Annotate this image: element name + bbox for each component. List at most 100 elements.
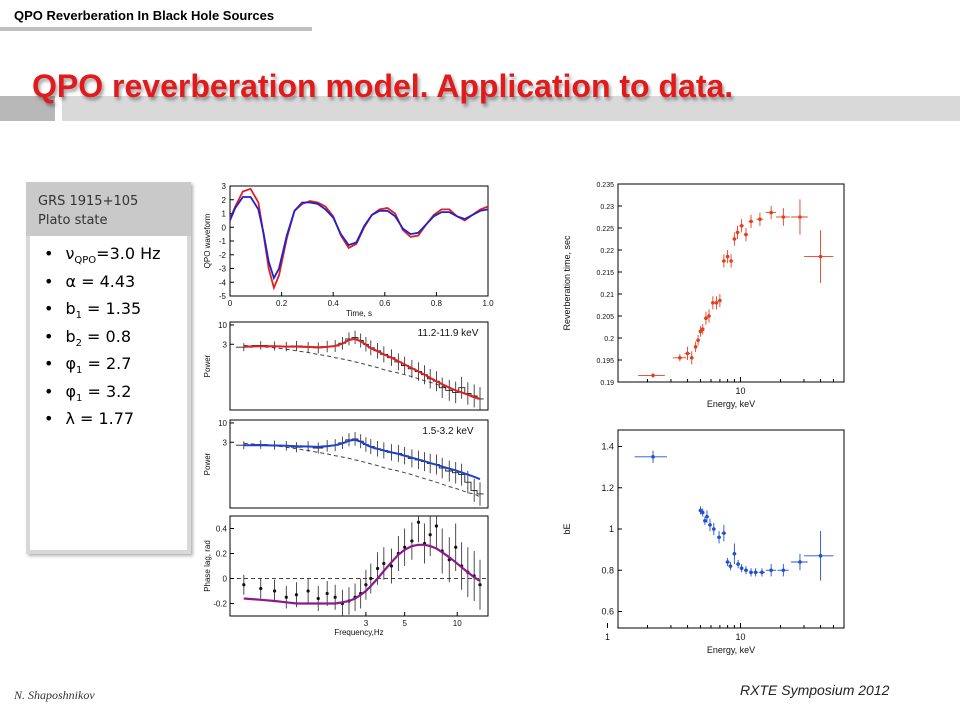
y-tick-label: 0.23	[600, 204, 614, 211]
y-tick-label: 1	[222, 210, 227, 219]
data-point	[700, 327, 705, 331]
data-point	[717, 535, 721, 540]
param-value: = 3.2	[82, 381, 132, 401]
param-symbol: b	[65, 299, 76, 318]
y-tick-label: 2	[222, 196, 227, 205]
param-value: = 1.35	[81, 299, 142, 318]
x-tick-label: 1.0	[482, 299, 494, 308]
y-tick-label: 0	[223, 575, 228, 584]
data-point	[769, 210, 773, 215]
title-band-block	[0, 96, 55, 121]
data-point	[744, 568, 748, 573]
x-tick-label: 3	[364, 619, 369, 628]
plot-frame	[229, 515, 489, 617]
y-axis-label: Power	[203, 452, 212, 475]
param-value: = 2.7	[82, 354, 132, 373]
data-point	[729, 259, 733, 263]
y-tick-label: 3	[222, 182, 227, 191]
data-point	[651, 373, 655, 378]
data-point	[705, 514, 709, 519]
data-point	[749, 219, 753, 224]
y-tick-label: 10	[218, 419, 227, 428]
data-point	[749, 570, 753, 575]
y-tick-label: -3	[219, 265, 227, 274]
parameter-item: νQPO=3.0 Hz	[44, 244, 160, 272]
data-point	[693, 345, 698, 349]
x-tick-label: 0.4	[328, 299, 340, 308]
param-subscript: 2	[75, 337, 82, 349]
y-tick-label: -0.2	[213, 600, 227, 609]
parameter-item: φ1 = 2.7	[44, 354, 161, 382]
x-axis-label: Energy, keV	[707, 645, 755, 655]
plot-frame	[229, 185, 489, 297]
param-subscript: 1	[76, 392, 83, 404]
lag-point	[478, 583, 482, 587]
data-point	[725, 560, 730, 564]
source-state: Plato state	[38, 213, 108, 228]
continuum-line	[243, 442, 481, 498]
data-point	[714, 301, 719, 305]
energy-band-label: 1.5-3.2 keV	[422, 426, 473, 437]
y-tick-label: -1	[219, 237, 227, 246]
y-axis-label: bE	[562, 523, 572, 534]
y-tick-label: 1	[609, 524, 614, 534]
x-axis-label: Time, s	[346, 309, 372, 318]
plot-frame	[617, 429, 845, 629]
data-point	[703, 518, 707, 523]
data-point	[753, 570, 758, 575]
slide-title: QPO reverberation model. Application to …	[32, 68, 734, 104]
data-point	[818, 254, 823, 259]
data-point	[678, 356, 682, 360]
param-symbol: b	[65, 326, 76, 346]
data-point	[718, 298, 722, 303]
lag-point	[454, 545, 458, 549]
model-line	[243, 337, 481, 400]
y-tick-label: 0.4	[216, 525, 228, 534]
y-tick-label: 0.2	[216, 550, 228, 559]
waveform-series-1	[229, 196, 489, 281]
plot-frame	[229, 419, 489, 509]
data-histogram	[235, 438, 484, 495]
parameter-panel-header: GRS 1915+105 Plato state	[26, 182, 191, 236]
data-point	[732, 237, 737, 241]
event-name: RXTE Symposium 2012	[740, 682, 890, 698]
y-axis-label: Phase lag, rad	[203, 540, 212, 592]
x-axis-label: Energy, keV	[707, 399, 755, 409]
data-point	[798, 215, 802, 219]
data-point	[711, 301, 715, 305]
y-tick-label: -2	[219, 251, 227, 260]
lag-point	[294, 593, 299, 597]
y-tick-label: 0.21	[600, 292, 614, 299]
parameter-list: νQPO=3.0 Hzα = 4.43b1 = 1.35b2 = 0.8φ1 =…	[44, 244, 161, 437]
data-point	[700, 510, 705, 515]
data-point	[728, 564, 733, 568]
lag-point	[416, 520, 421, 524]
y-tick-label: 0.235	[596, 182, 614, 189]
data-point	[760, 570, 764, 575]
be-chart: 1.4 1.2 1 0.8 0.6 1 10 Energy, keV bE	[562, 429, 845, 655]
param-symbol: λ	[65, 409, 75, 428]
param-value: = 1.77	[74, 409, 135, 428]
phase-lag-chart: 0.4 0.2 0 -0.2 3 5 10 Frequency,Hz Phase lag, ra…	[203, 515, 489, 637]
lag-point	[403, 545, 407, 549]
energy-band-label: 11.2-11.9 keV	[418, 328, 479, 339]
data-point	[781, 215, 786, 219]
y-tick-label: 3	[223, 438, 228, 447]
lag-point	[376, 566, 380, 571]
x-tick-label: 1	[605, 632, 610, 642]
lag-point	[428, 533, 432, 537]
continuum-line	[243, 344, 481, 400]
parameter-item: b1 = 1.35	[44, 299, 161, 327]
y-tick-label: 0	[222, 223, 227, 232]
lag-point	[382, 561, 386, 566]
parameter-item: λ = 1.77	[44, 409, 161, 437]
presentation-title: QPO Reverberation In Black Hole Sources	[14, 8, 275, 23]
data-point	[739, 566, 744, 570]
y-tick-label: 1.4	[601, 442, 614, 452]
lag-model-line	[243, 543, 481, 605]
data-point	[698, 329, 703, 334]
y-tick-label: -4	[219, 278, 227, 287]
x-axis-label: Frequency,Hz	[334, 628, 383, 637]
data-point	[732, 551, 737, 556]
